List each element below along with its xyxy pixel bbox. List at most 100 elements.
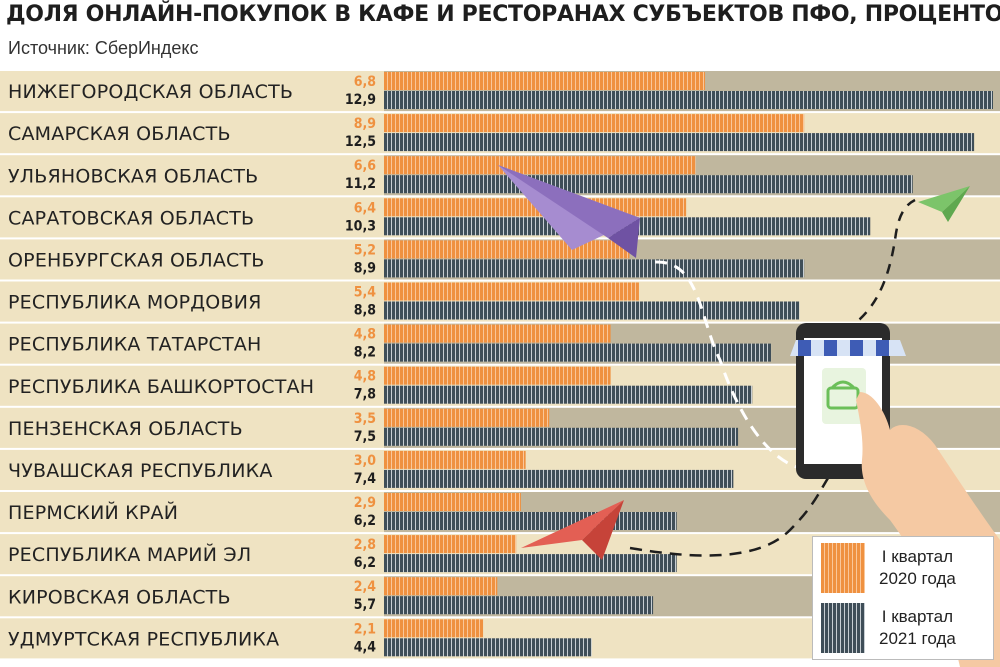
value-label-2020: 3,5 <box>354 411 376 427</box>
category-label: КИРОВСКАЯ ОБЛАСТЬ <box>8 586 231 608</box>
value-label-2020: 2,9 <box>354 495 376 511</box>
row-background <box>0 576 384 617</box>
value-label-2021: 6,2 <box>354 513 376 529</box>
value-label-2020: 2,8 <box>354 537 376 553</box>
bar-2020 <box>384 493 521 511</box>
value-label-2021: 5,7 <box>354 597 376 613</box>
legend-swatch-2020 <box>821 543 865 593</box>
bar-2020 <box>384 282 639 301</box>
category-label: САМАРСКАЯ ОБЛАСТЬ <box>8 123 231 145</box>
value-label-2020: 4,8 <box>354 369 376 385</box>
row-background <box>0 618 384 659</box>
row-background <box>0 197 384 238</box>
bars-group <box>384 72 993 657</box>
chart-legend: I квартал 2020 года I квартал 2021 года <box>812 536 994 660</box>
value-label-2021: 7,4 <box>354 471 377 487</box>
legend-label-2021: I квартал 2021 года <box>879 606 956 650</box>
value-label-2020: 5,4 <box>354 285 377 301</box>
category-label: САРАТОВСКАЯ ОБЛАСТЬ <box>8 207 254 229</box>
value-label-2021: 4,4 <box>354 639 377 655</box>
bar-2021 <box>384 596 654 615</box>
bar-2020 <box>384 156 696 175</box>
value-label-2021: 11,2 <box>345 176 376 192</box>
bar-2020 <box>384 408 550 427</box>
bar-2020 <box>384 72 706 90</box>
bar-2021 <box>384 91 993 109</box>
bar-2021 <box>384 385 753 404</box>
value-label-2020: 6,8 <box>354 74 376 90</box>
category-labels: НИЖЕГОРОДСКАЯ ОБЛАСТЬ САМАРСКАЯ ОБЛАСТЬ УЛ… <box>8 81 314 650</box>
legend-label-2021-line1: I квартал <box>881 607 954 626</box>
row-background <box>0 323 384 364</box>
value-label-2021: 8,8 <box>354 303 376 319</box>
bar-2020 <box>384 240 630 259</box>
value-label-2021: 8,9 <box>354 260 376 276</box>
bar-2021 <box>384 343 772 362</box>
bar-2021 <box>384 259 805 278</box>
category-label: УДМУРТСКАЯ РЕСПУБЛИКА <box>8 628 279 650</box>
bar-2020 <box>384 324 611 343</box>
bar-2021 <box>384 638 592 657</box>
value-label-2021: 7,5 <box>354 429 376 445</box>
dashed-path-decoration <box>654 260 801 470</box>
bar-2021 <box>384 554 677 573</box>
category-label: РЕСПУБЛИКА МОРДОВИЯ <box>8 292 262 314</box>
dashed-path-decoration-2 <box>629 474 832 557</box>
row-background <box>0 155 384 196</box>
value-label-2020: 2,1 <box>354 621 376 637</box>
value-label-2020: 8,9 <box>354 116 376 132</box>
value-label-2020: 4,8 <box>354 327 376 343</box>
category-label: РЕСПУБЛИКА ТАТАРСТАН <box>8 334 261 356</box>
green-paper-plane-icon <box>918 186 970 222</box>
legend-item-2020: I квартал 2020 года <box>821 543 956 593</box>
value-label-2020: 6,4 <box>354 200 377 216</box>
bar-2021 <box>384 133 975 152</box>
value-label-2021: 12,5 <box>345 134 376 150</box>
row-background <box>0 281 384 322</box>
value-labels: 6,8 12,9 8,9 12,5 6,6 11,2 6,4 10,3 5,2 8,9 5,4 8,8… <box>345 74 376 655</box>
row-background <box>0 239 384 280</box>
legend-swatch-2021 <box>821 603 865 653</box>
value-label-2021: 12,9 <box>345 92 376 108</box>
red-paper-plane-icon <box>521 500 624 560</box>
row-background <box>0 113 384 154</box>
legend-item-2021: I квартал 2021 года <box>821 603 956 653</box>
bar-2021 <box>384 512 677 530</box>
category-label: УЛЬЯНОВСКАЯ ОБЛАСТЬ <box>8 165 258 187</box>
legend-label-2021-line2: 2021 года <box>879 629 956 648</box>
row-background <box>0 449 384 490</box>
value-label-2021: 7,8 <box>354 387 376 403</box>
smartphone-shopping-illustration <box>790 323 1000 667</box>
bar-2021 <box>384 469 734 488</box>
legend-label-2020-line2: 2020 года <box>879 569 956 588</box>
row-background <box>0 492 384 533</box>
bar-2020 <box>384 577 498 596</box>
bar-2020 <box>384 619 484 638</box>
row-background <box>0 365 384 406</box>
bar-2020 <box>384 114 805 133</box>
bar-2021 <box>384 427 739 446</box>
bar-2020 <box>384 535 517 554</box>
bar-2021 <box>384 175 913 194</box>
category-label: РЕСПУБЛИКА МАРИЙ ЭЛ <box>8 543 251 566</box>
category-label: ОРЕНБУРГСКАЯ ОБЛАСТЬ <box>8 249 265 271</box>
chart-source: Источник: СберИндекс <box>8 38 199 58</box>
value-label-2021: 6,2 <box>354 555 376 571</box>
value-label-2020: 5,2 <box>354 242 376 258</box>
value-label-2020: 2,4 <box>354 579 377 595</box>
bar-2021 <box>384 301 800 320</box>
value-label-2021: 10,3 <box>345 218 376 234</box>
bar-2020 <box>384 450 526 469</box>
category-label: РЕСПУБЛИКА БАШКОРТОСТАН <box>8 376 314 398</box>
bar-2020 <box>384 366 611 385</box>
purple-paper-plane-icon <box>498 165 640 258</box>
category-label: ПЕРМСКИЙ КРАЙ <box>8 501 178 524</box>
row-background <box>0 71 384 112</box>
legend-label-2020-line1: I квартал <box>881 547 954 566</box>
row-background <box>0 407 384 448</box>
row-background <box>0 534 384 575</box>
category-label: НИЖЕГОРОДСКАЯ ОБЛАСТЬ <box>8 81 293 103</box>
legend-label-2020: I квартал 2020 года <box>879 546 956 590</box>
value-label-2021: 8,2 <box>354 345 376 361</box>
